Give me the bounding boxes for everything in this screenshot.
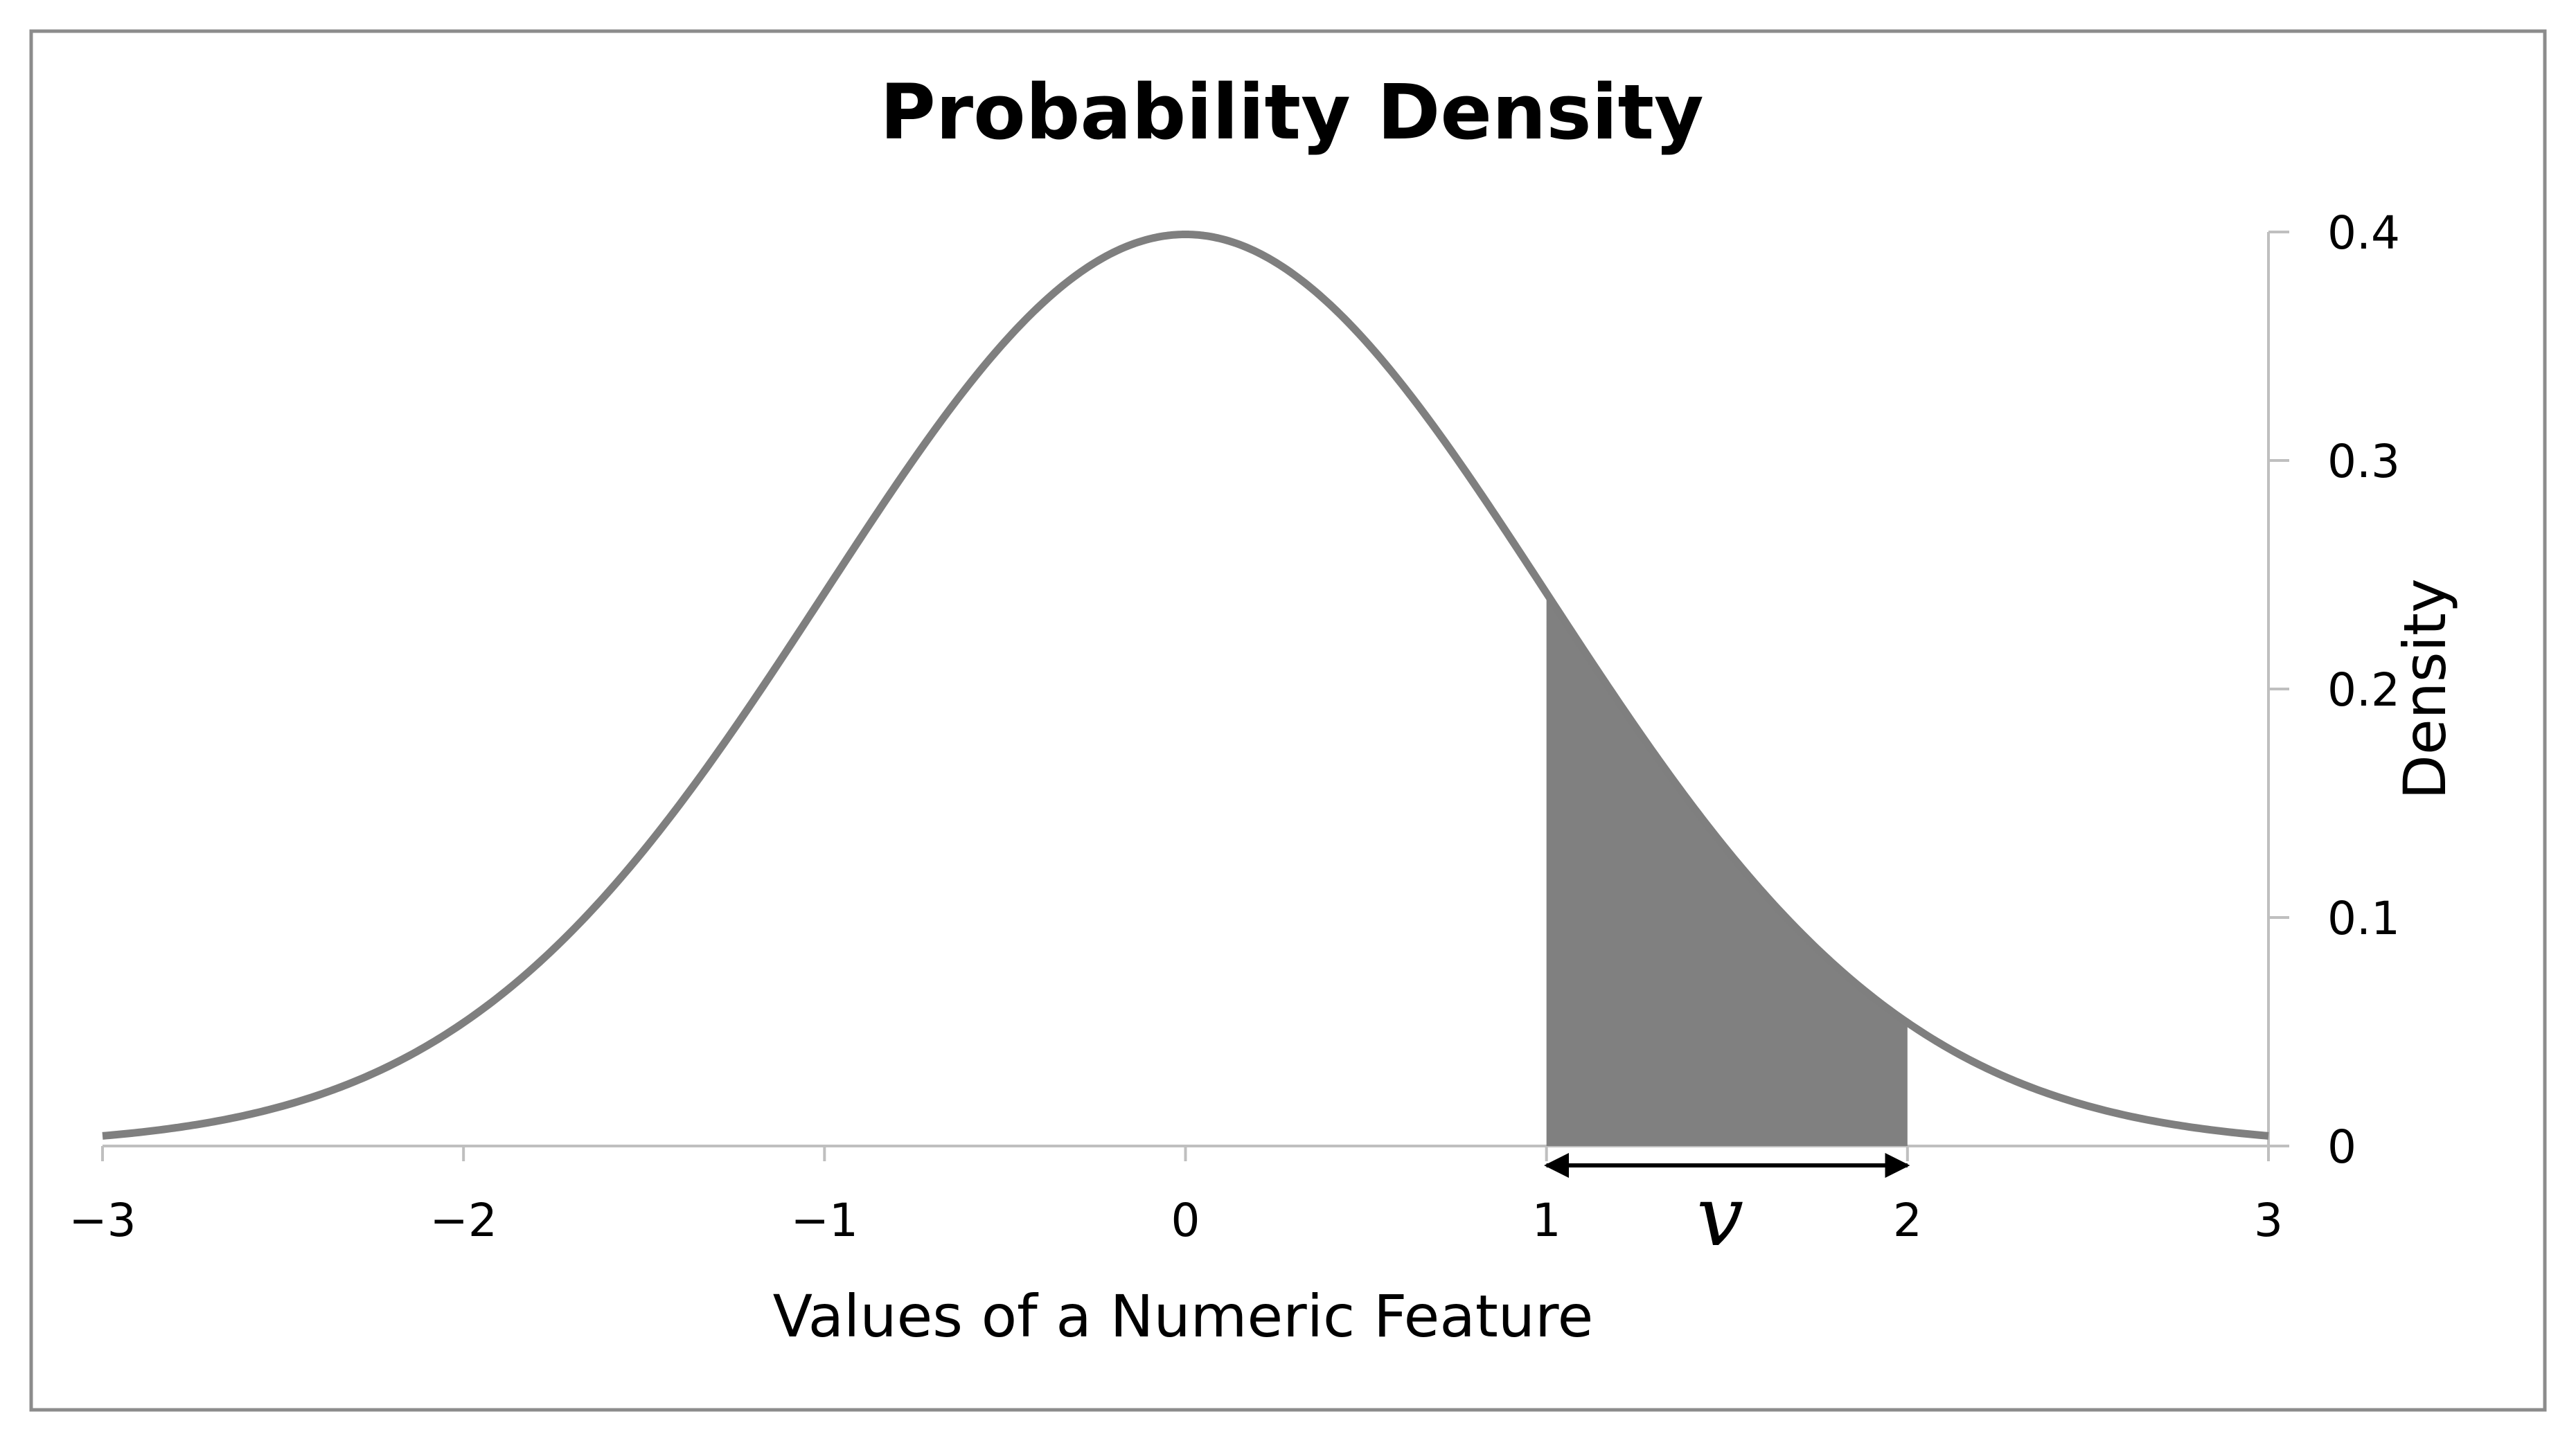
y-axis: 0 0.1 0.2 0.3 0.4 bbox=[2267, 206, 2400, 1174]
chart-title: Probability Density bbox=[880, 68, 1704, 156]
plot-area: v bbox=[102, 230, 2269, 1265]
y-tick-label: 0.2 bbox=[2327, 663, 2400, 717]
density-curve bbox=[102, 230, 2269, 1140]
y-tick-label: 0.4 bbox=[2327, 206, 2400, 260]
x-axis-label: Values of a Numeric Feature bbox=[773, 1282, 1594, 1350]
span-label: v bbox=[1696, 1169, 1743, 1265]
x-tick-label: −2 bbox=[430, 1194, 497, 1247]
chart-frame bbox=[29, 29, 2547, 1412]
y-tick-label: 0 bbox=[2327, 1120, 2356, 1174]
x-tick-label: 3 bbox=[2254, 1194, 2283, 1247]
x-tick-label: −1 bbox=[791, 1194, 858, 1247]
y-tick-label: 0.1 bbox=[2327, 892, 2400, 945]
x-tick-label: 2 bbox=[1893, 1194, 1922, 1247]
x-tick-label: 0 bbox=[1171, 1194, 1200, 1247]
y-tick-label: 0.3 bbox=[2327, 435, 2400, 488]
y-axis-label: Density bbox=[2391, 578, 2459, 799]
x-tick-label: 1 bbox=[1532, 1194, 1561, 1247]
x-tick-label: −3 bbox=[69, 1194, 136, 1247]
